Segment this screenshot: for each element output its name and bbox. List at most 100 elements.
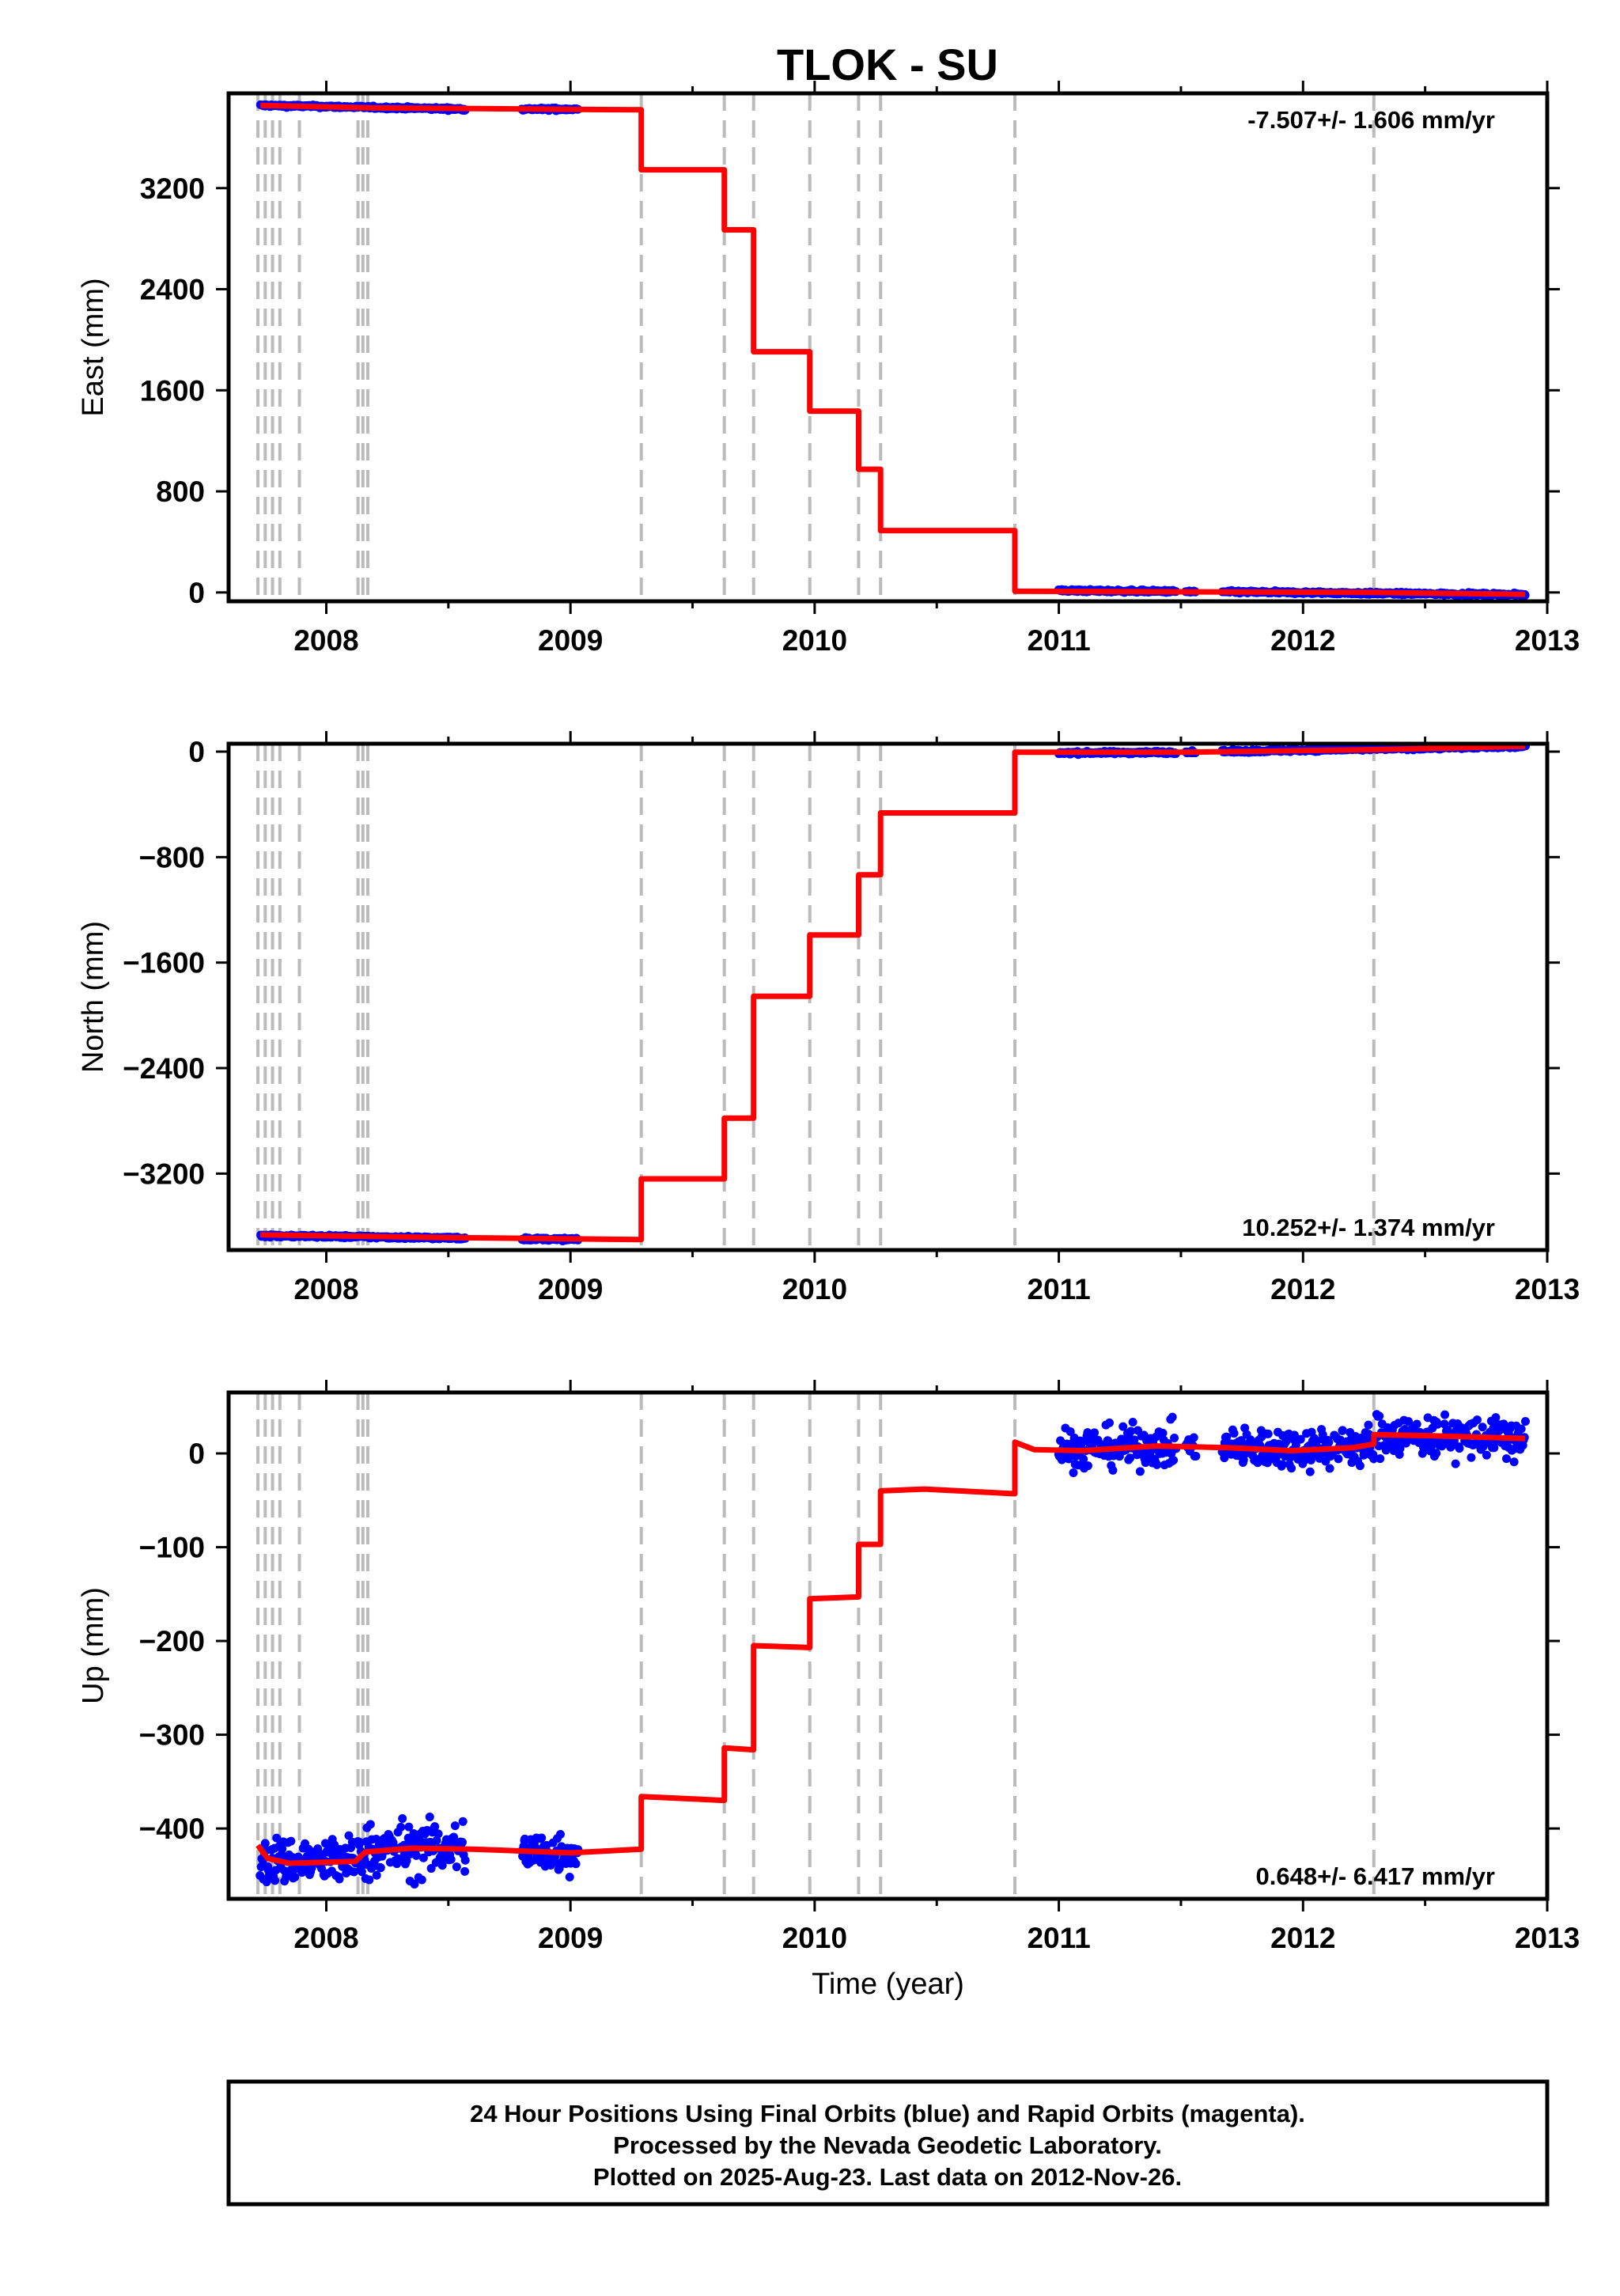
panel-3-point-7-33 [1395, 1444, 1405, 1453]
panel-3-point-7-120 [1467, 1453, 1476, 1462]
panel-3-point-2-63 [404, 1822, 414, 1832]
panel-3-point-1-109 [344, 1831, 354, 1840]
panel-3-point-4-5 [1057, 1455, 1066, 1464]
panel-3-point-7-88 [1440, 1410, 1450, 1419]
panel-3-point-4-89 [1126, 1426, 1136, 1436]
panel-3-point-2-131 [460, 1866, 470, 1876]
panel-3-point-3-36 [546, 1860, 555, 1870]
panel-1-model-line [260, 102, 1526, 597]
panel-3-point-6-186 [1369, 1454, 1379, 1464]
panel-3-point-1-38 [286, 1836, 296, 1846]
panel-2-x-tick-label-2012: 2012 [1270, 1273, 1335, 1305]
panel-3-point-1-2 [256, 1862, 266, 1872]
footer-box: 24 Hour Positions Using Final Orbits (bl… [226, 2079, 1550, 2207]
panel-3-point-7-79 [1433, 1419, 1442, 1429]
panel-3-point-2-90 [426, 1864, 436, 1874]
panel-1-frame [226, 91, 1550, 604]
panel-3-point-2-29 [376, 1863, 385, 1873]
panel-3-point-2-69 [409, 1829, 418, 1839]
panel-3-point-6-89 [1289, 1430, 1299, 1440]
panel-3-point-2-70 [410, 1880, 419, 1889]
panel-north: 2008 2009 2010 2011 2012 2013 −3200 −2400 −1600 −… [77, 731, 1580, 1305]
panel-3-point-7-172 [1509, 1457, 1519, 1467]
panel-3-point-4-91 [1128, 1417, 1137, 1426]
panel-2-model-line [260, 744, 1526, 1243]
panel-3-point-6-79 [1281, 1437, 1291, 1446]
panel-3-point-4-88 [1126, 1453, 1135, 1463]
panel-3-point-6-179 [1364, 1420, 1373, 1430]
panel-3-point-7-106 [1455, 1444, 1464, 1453]
panel-1-y-tick-label-800: 800 [156, 475, 205, 508]
panel-3-point-7-160 [1499, 1419, 1508, 1429]
panel-3-point-4-19 [1069, 1468, 1078, 1477]
panel-2-x-tick-label-2010: 2010 [782, 1273, 847, 1305]
panel-3-x-tick-label-2010: 2010 [782, 1922, 847, 1954]
panel-3-point-2-24 [372, 1870, 381, 1880]
panel-3-point-6-91 [1291, 1440, 1300, 1449]
panel-3-point-5-12 [1191, 1451, 1201, 1461]
panel-3-point-7-163 [1501, 1454, 1511, 1464]
panel-3-point-2-3 [355, 1838, 365, 1847]
panel-1-plot-area [255, 93, 1530, 601]
panel-2-y-tick-label-1600: −1600 [123, 947, 205, 979]
panel-3-point-4-63 [1105, 1418, 1115, 1427]
panel-3-point-1-19 [271, 1876, 280, 1885]
panel-3-point-3-25 [537, 1833, 547, 1843]
panel-3-point-2-119 [450, 1821, 460, 1831]
panel-3-point-1-7 [260, 1839, 270, 1848]
panel-3-plot-area [255, 1392, 1530, 1899]
footer-line-1: 24 Hour Positions Using Final Orbits (bl… [470, 2100, 1305, 2127]
panel-up: 2008 2009 2010 2011 2012 2013 −400 −300 −200 −100… [77, 1380, 1580, 2001]
panel-3-rate-label: 0.648+/- 6.417 mm/yr [1256, 1862, 1495, 1890]
panel-1-y-tick-label-0: 0 [188, 577, 205, 609]
footer-frame [226, 2079, 1550, 2207]
panel-3-point-2-129 [458, 1817, 467, 1826]
panel-3-point-2-132 [460, 1855, 470, 1865]
panel-3-y-tick-label-200: −200 [139, 1625, 205, 1658]
panel-3-y-tick-label-100: −100 [139, 1532, 205, 1564]
panel-3-point-6-6 [1222, 1432, 1232, 1442]
panel-3-point-4-142 [1170, 1434, 1179, 1443]
panel-3-point-1-43 [290, 1873, 300, 1882]
panel-3-point-6-108 [1305, 1467, 1315, 1476]
panel-3-point-2-95 [430, 1822, 440, 1832]
panel-3-point-2-6 [357, 1867, 366, 1877]
panel-2-x-tick-label-2008: 2008 [293, 1273, 358, 1305]
panel-3-point-7-139 [1482, 1450, 1491, 1460]
panel-3-x-tick-label-2013: 2013 [1515, 1922, 1580, 1954]
panel-3-x-tick-label-2012: 2012 [1270, 1922, 1335, 1954]
panel-3-point-6-74 [1277, 1460, 1287, 1469]
panel-3-point-2-114 [446, 1855, 456, 1864]
panel-1-x-tick-label-2011: 2011 [1027, 624, 1090, 657]
panel-2-y-tick-label-2400: −2400 [123, 1052, 205, 1085]
panel-3-point-7-150 [1491, 1413, 1501, 1423]
panel-east: 2008 2009 2010 2011 2012 2013 0 800 1600 2400 3200… [77, 81, 1580, 657]
panel-3-point-2-53 [396, 1822, 406, 1832]
panel-3-point-6-97 [1296, 1434, 1305, 1444]
panel-3-model-line [255, 1431, 1526, 1866]
panel-3-point-2-81 [418, 1853, 428, 1862]
panel-3-point-6-131 [1324, 1438, 1334, 1447]
panel-3-point-3-48 [555, 1829, 565, 1839]
panel-3-point-1-28 [278, 1844, 287, 1854]
panel-1-y-axis-label: East (mm) [77, 278, 110, 416]
panel-3-point-6-27 [1239, 1455, 1248, 1464]
panel-3-point-2-60 [402, 1856, 411, 1866]
panel-1-y-tick-label-3200: 3200 [140, 172, 205, 205]
panel-3-x-tick-label-2009: 2009 [538, 1922, 603, 1954]
panel-3-point-1-115 [350, 1867, 359, 1877]
panel-3-point-6-143 [1334, 1454, 1343, 1464]
panel-3-point-2-16 [365, 1820, 375, 1829]
panel-3-x-axis-label: Time (year) [812, 1968, 964, 2001]
panel-2-frame [226, 741, 1550, 1252]
panel-3-point-4-140 [1168, 1412, 1177, 1422]
panel-3-point-2-79 [417, 1875, 426, 1885]
panel-3-point-4-67 [1108, 1465, 1118, 1475]
panel-3-point-5-10 [1189, 1433, 1198, 1442]
panel-3-point-4-15 [1065, 1426, 1075, 1436]
panel-3-point-2-121 [452, 1862, 461, 1872]
panel-3-point-7-77 [1432, 1449, 1441, 1458]
panel-2-x-tick-label-2009: 2009 [538, 1273, 603, 1305]
panel-2-y-tick-label-0: 0 [188, 736, 205, 768]
panel-3-point-3-59 [565, 1872, 574, 1881]
